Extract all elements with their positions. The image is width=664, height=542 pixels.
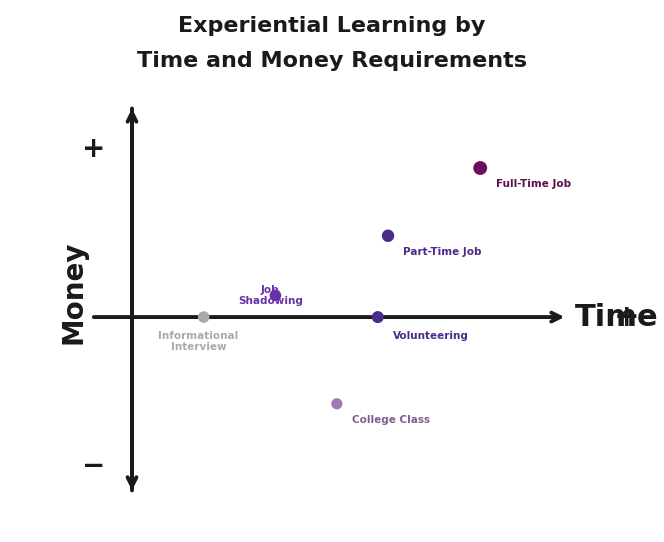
Point — [199, 313, 209, 321]
Text: Volunteering: Volunteering — [393, 331, 469, 340]
Point — [382, 231, 393, 240]
Text: +: + — [82, 135, 106, 163]
Text: Job
Shadowing: Job Shadowing — [238, 285, 303, 306]
Text: Informational
Interview: Informational Interview — [159, 331, 238, 352]
Text: Time and Money Requirements: Time and Money Requirements — [137, 51, 527, 72]
Text: College Class: College Class — [352, 415, 430, 424]
Text: +: + — [614, 302, 639, 332]
Text: Money: Money — [59, 241, 87, 344]
Point — [270, 291, 281, 300]
Point — [373, 313, 383, 321]
Text: Part-Time Job: Part-Time Job — [404, 247, 482, 256]
Text: Time: Time — [575, 302, 659, 332]
Text: Full-Time Job: Full-Time Job — [495, 179, 570, 189]
Text: Experiential Learning by: Experiential Learning by — [179, 16, 485, 36]
Text: −: − — [82, 452, 105, 480]
Point — [475, 164, 485, 172]
Point — [331, 399, 342, 408]
